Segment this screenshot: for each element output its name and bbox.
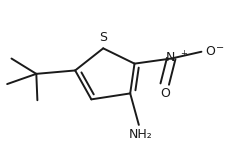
Text: N: N bbox=[165, 51, 175, 64]
Text: O: O bbox=[160, 87, 170, 100]
Text: S: S bbox=[99, 31, 107, 44]
Text: O: O bbox=[205, 45, 215, 58]
Text: +: + bbox=[180, 49, 187, 58]
Text: −: − bbox=[216, 43, 224, 53]
Text: NH₂: NH₂ bbox=[129, 128, 153, 141]
